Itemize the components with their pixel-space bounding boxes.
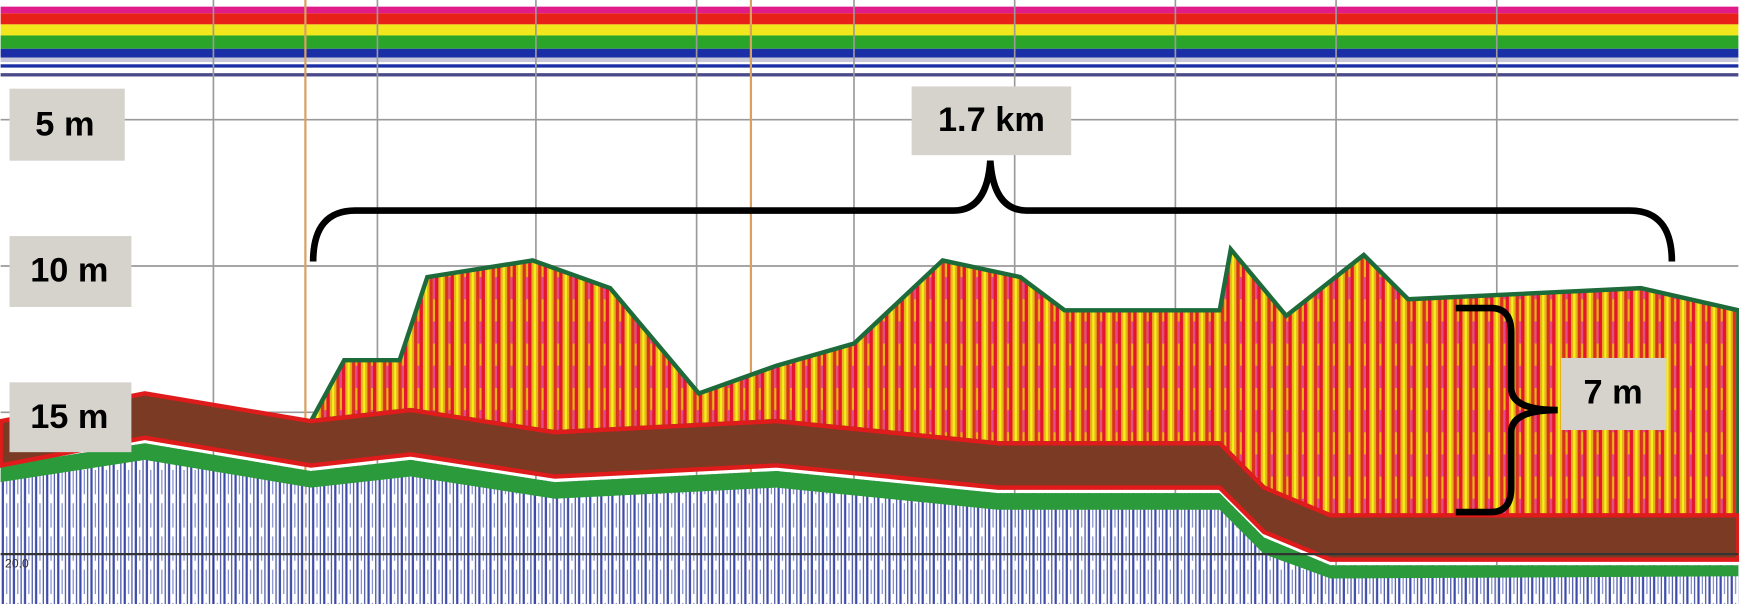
depth-label: 15 m: [30, 398, 108, 436]
surface-bands: [1, 7, 1739, 77]
page: 20.0 5 m 10 m 15 m 1.7 km 7 m (() => { c…: [0, 0, 1739, 604]
distance-label: 1.7 km: [938, 101, 1045, 139]
height-label: 7 m: [1584, 374, 1643, 412]
scale-label: 20.0: [5, 556, 29, 570]
depth-label: 5 m: [35, 105, 94, 143]
echogram: 20.0 5 m 10 m 15 m 1.7 km 7 m: [0, 0, 1739, 604]
depth-label: 10 m: [30, 252, 108, 290]
